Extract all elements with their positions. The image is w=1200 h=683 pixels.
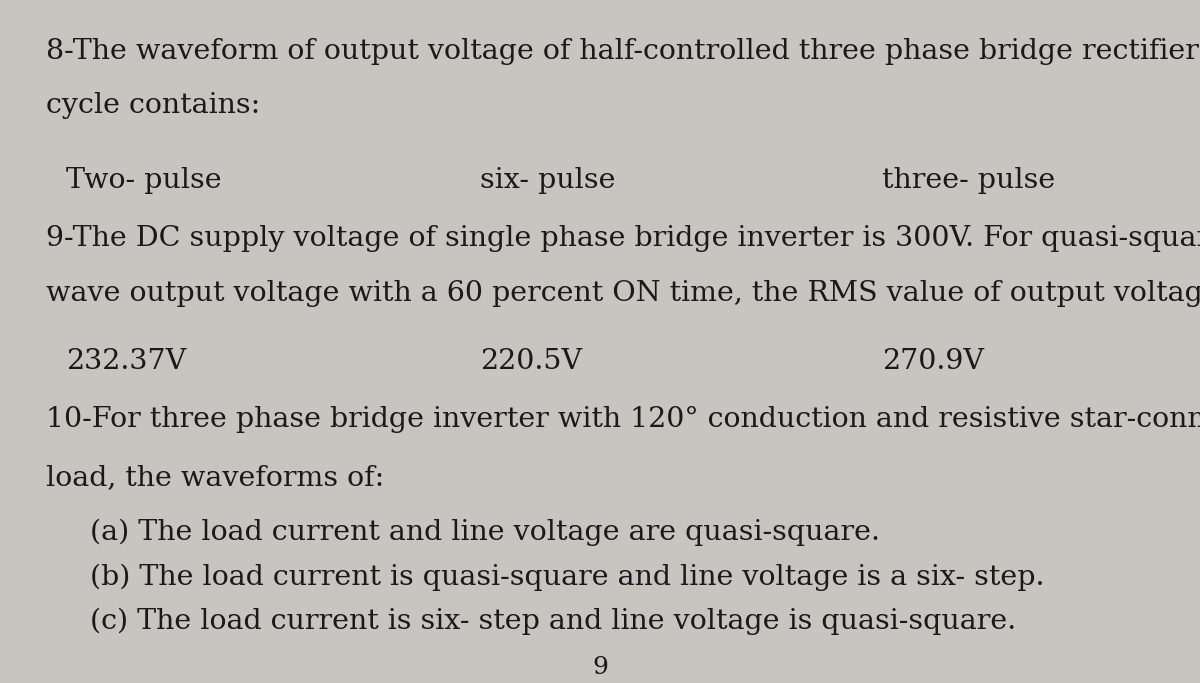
Text: 9: 9 <box>592 656 608 679</box>
Text: six- pulse: six- pulse <box>480 167 616 195</box>
Text: Two- pulse: Two- pulse <box>66 167 222 195</box>
Text: (c) The load current is six- step and line voltage is quasi-square.: (c) The load current is six- step and li… <box>90 608 1016 635</box>
Text: 8-The waveform of output voltage of half-controlled three phase bridge rectifier: 8-The waveform of output voltage of half… <box>46 38 1200 65</box>
Text: (b) The load current is quasi-square and line voltage is a six- step.: (b) The load current is quasi-square and… <box>90 563 1044 591</box>
Text: load, the waveforms of:: load, the waveforms of: <box>46 464 384 492</box>
Text: cycle contains:: cycle contains: <box>46 92 260 120</box>
Text: 9-The DC supply voltage of single phase bridge inverter is 300V. For quasi-squar: 9-The DC supply voltage of single phase … <box>46 225 1200 253</box>
Text: 270.9V: 270.9V <box>882 348 984 376</box>
Text: 220.5V: 220.5V <box>480 348 582 376</box>
Text: 10-For three phase bridge inverter with 120° conduction and resistive star-conne: 10-For three phase bridge inverter with … <box>46 406 1200 434</box>
Text: (a) The load current and line voltage are quasi-square.: (a) The load current and line voltage ar… <box>90 519 880 546</box>
Text: 232.37V: 232.37V <box>66 348 186 376</box>
Text: wave output voltage with a 60 percent ON time, the RMS value of output voltage i: wave output voltage with a 60 percent ON… <box>46 280 1200 307</box>
Text: three- pulse: three- pulse <box>882 167 1055 195</box>
